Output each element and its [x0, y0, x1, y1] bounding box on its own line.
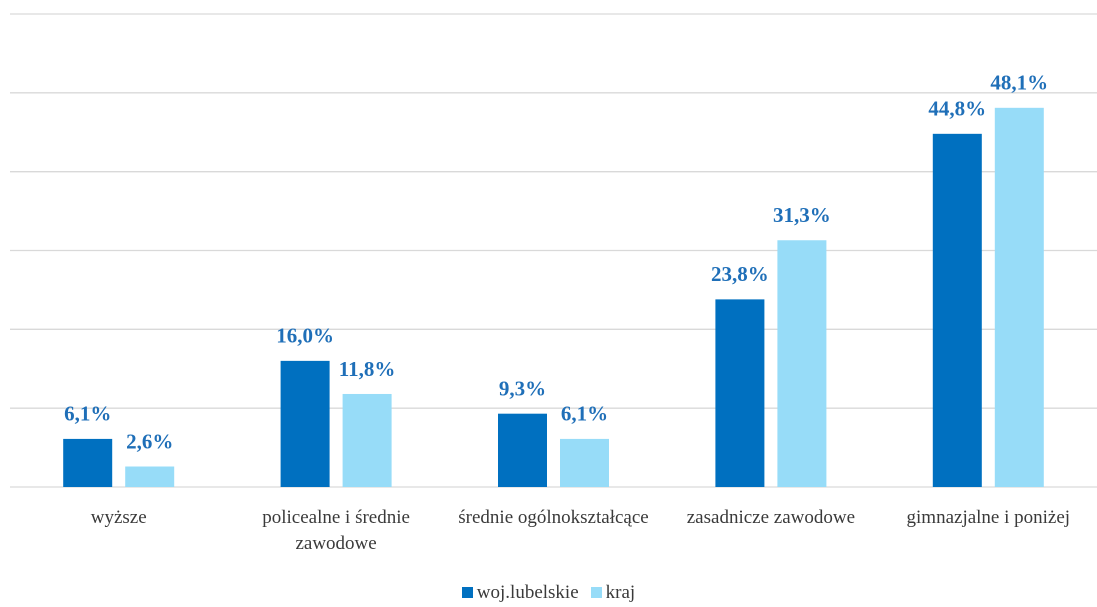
data-label: 2,6%	[126, 429, 173, 453]
data-label: 6,1%	[64, 402, 111, 426]
bar	[777, 240, 827, 487]
x-tick-label: gimnazjalne i poniżej	[906, 507, 1071, 528]
legend-swatch	[461, 587, 473, 598]
bar	[125, 466, 175, 487]
bar	[498, 413, 547, 487]
bar	[280, 360, 330, 487]
legend-swatch	[590, 587, 602, 598]
bar	[715, 299, 765, 487]
data-label: 9,3%	[499, 376, 546, 400]
legend-label: kraj	[605, 582, 636, 603]
data-label: 23,8%	[711, 262, 769, 286]
x-tick-label: wyższe	[90, 507, 147, 528]
legend-label: woj.lubelskie	[476, 582, 579, 603]
data-label: 6,1%	[561, 402, 608, 426]
data-label: 44,8%	[928, 97, 986, 121]
x-tick-label: zasadnicze zawodowe	[686, 507, 856, 528]
legend-item: woj.lubelskie	[461, 582, 579, 604]
data-label: 31,3%	[773, 203, 831, 227]
x-tick-label: średnie ogólnokształcące	[458, 507, 649, 528]
bar	[63, 438, 113, 487]
bar	[932, 133, 982, 487]
x-tick-label: policealne i średnie zawodowe	[262, 507, 410, 554]
data-label: 11,8%	[339, 357, 396, 381]
bar	[560, 438, 609, 487]
data-label: 48,1%	[990, 71, 1048, 95]
legend: woj.lubelskie kraj	[0, 582, 1097, 604]
bar	[994, 107, 1044, 487]
bar	[342, 393, 392, 487]
data-label: 16,0%	[276, 324, 334, 348]
legend-item: kraj	[590, 582, 636, 604]
